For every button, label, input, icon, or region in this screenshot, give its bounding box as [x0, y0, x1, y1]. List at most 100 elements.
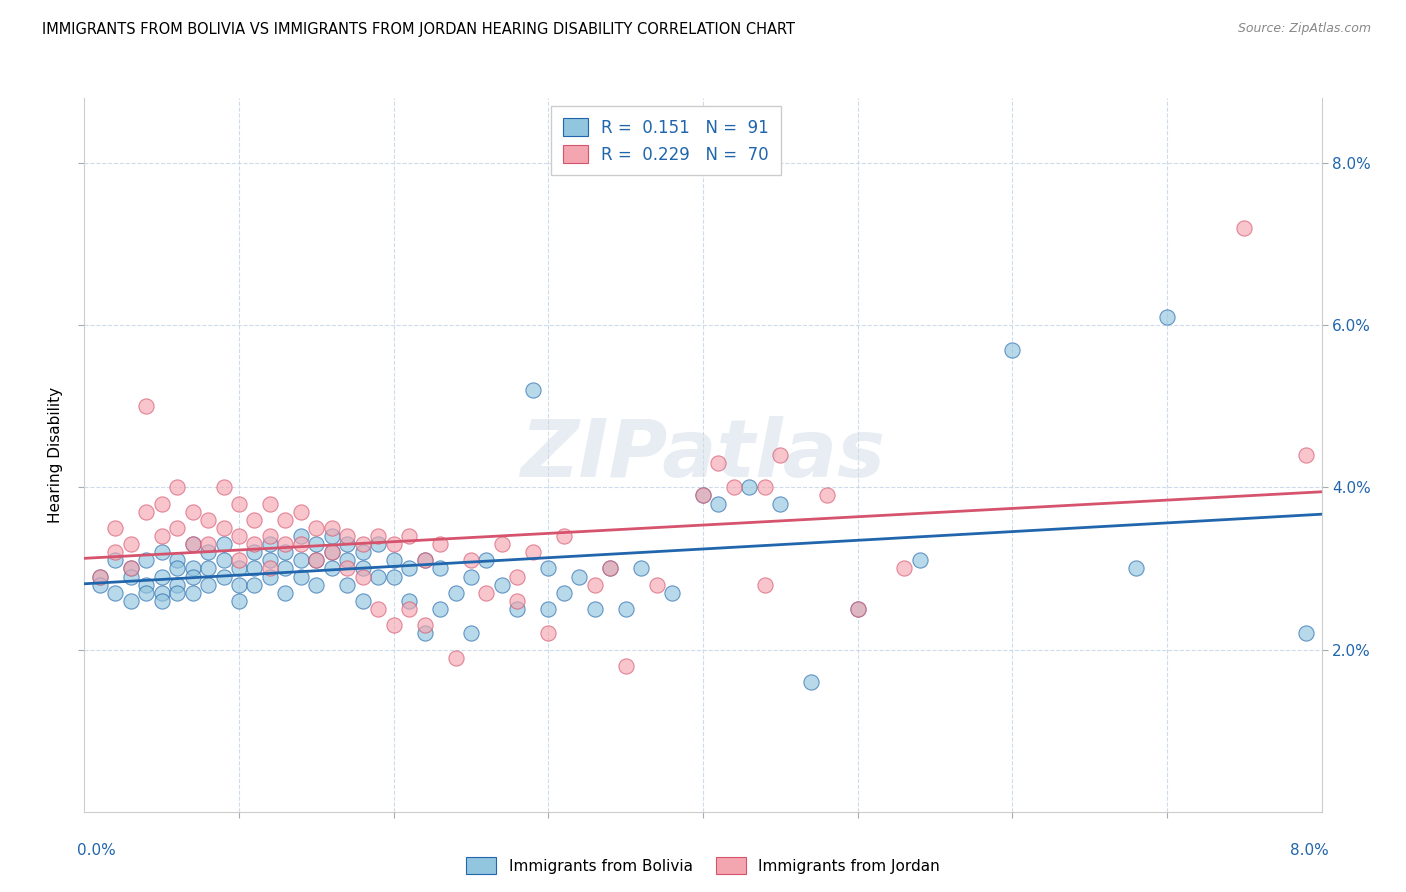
Point	[305, 577, 328, 591]
Point	[614, 658, 637, 673]
Point	[120, 561, 142, 575]
Point	[259, 537, 281, 551]
Point	[305, 553, 328, 567]
Point	[228, 577, 250, 591]
Point	[274, 561, 297, 575]
Point	[290, 553, 312, 567]
Point	[290, 529, 312, 543]
Point	[135, 505, 157, 519]
Point	[166, 561, 188, 575]
Point	[104, 545, 127, 559]
Point	[259, 569, 281, 583]
Point	[382, 569, 405, 583]
Point	[89, 569, 111, 583]
Point	[243, 545, 266, 559]
Point	[197, 561, 219, 575]
Point	[321, 561, 343, 575]
Point	[181, 505, 204, 519]
Point	[305, 537, 328, 551]
Point	[692, 488, 714, 502]
Point	[181, 561, 204, 575]
Point	[166, 480, 188, 494]
Point	[135, 586, 157, 600]
Point	[553, 529, 575, 543]
Point	[413, 553, 436, 567]
Point	[1295, 626, 1317, 640]
Point	[259, 497, 281, 511]
Point	[661, 586, 683, 600]
Point	[599, 561, 621, 575]
Point	[537, 602, 560, 616]
Point	[305, 553, 328, 567]
Point	[707, 456, 730, 470]
Point	[491, 577, 513, 591]
Point	[367, 537, 389, 551]
Point	[429, 602, 451, 616]
Point	[336, 537, 359, 551]
Point	[522, 383, 544, 397]
Point	[352, 569, 374, 583]
Point	[166, 577, 188, 591]
Point	[259, 529, 281, 543]
Point	[352, 594, 374, 608]
Point	[181, 537, 204, 551]
Point	[290, 537, 312, 551]
Point	[336, 561, 359, 575]
Point	[754, 480, 776, 494]
Text: ZIPatlas: ZIPatlas	[520, 416, 886, 494]
Text: 8.0%: 8.0%	[1289, 843, 1329, 858]
Point	[475, 553, 498, 567]
Point	[506, 602, 529, 616]
Point	[707, 497, 730, 511]
Text: 0.0%: 0.0%	[77, 843, 117, 858]
Point	[197, 545, 219, 559]
Point	[120, 561, 142, 575]
Point	[259, 561, 281, 575]
Point	[212, 553, 235, 567]
Point	[321, 521, 343, 535]
Point	[150, 545, 173, 559]
Point	[274, 537, 297, 551]
Point	[429, 561, 451, 575]
Point	[120, 569, 142, 583]
Point	[150, 529, 173, 543]
Point	[290, 569, 312, 583]
Point	[460, 553, 482, 567]
Point	[104, 586, 127, 600]
Point	[321, 545, 343, 559]
Point	[135, 553, 157, 567]
Point	[1156, 310, 1178, 324]
Point	[568, 569, 591, 583]
Point	[460, 569, 482, 583]
Point	[197, 577, 219, 591]
Point	[460, 626, 482, 640]
Point	[583, 577, 606, 591]
Y-axis label: Hearing Disability: Hearing Disability	[48, 387, 63, 523]
Point	[599, 561, 621, 575]
Point	[413, 553, 436, 567]
Point	[104, 553, 127, 567]
Point	[367, 529, 389, 543]
Point	[398, 602, 420, 616]
Point	[89, 577, 111, 591]
Point	[197, 537, 219, 551]
Point	[228, 553, 250, 567]
Point	[150, 569, 173, 583]
Point	[506, 594, 529, 608]
Point	[274, 513, 297, 527]
Point	[769, 448, 792, 462]
Point	[135, 577, 157, 591]
Point	[398, 529, 420, 543]
Point	[135, 399, 157, 413]
Point	[908, 553, 931, 567]
Point	[537, 626, 560, 640]
Point	[1295, 448, 1317, 462]
Point	[367, 569, 389, 583]
Point	[537, 561, 560, 575]
Point	[321, 529, 343, 543]
Point	[444, 650, 467, 665]
Point	[645, 577, 668, 591]
Point	[429, 537, 451, 551]
Point	[336, 529, 359, 543]
Point	[243, 577, 266, 591]
